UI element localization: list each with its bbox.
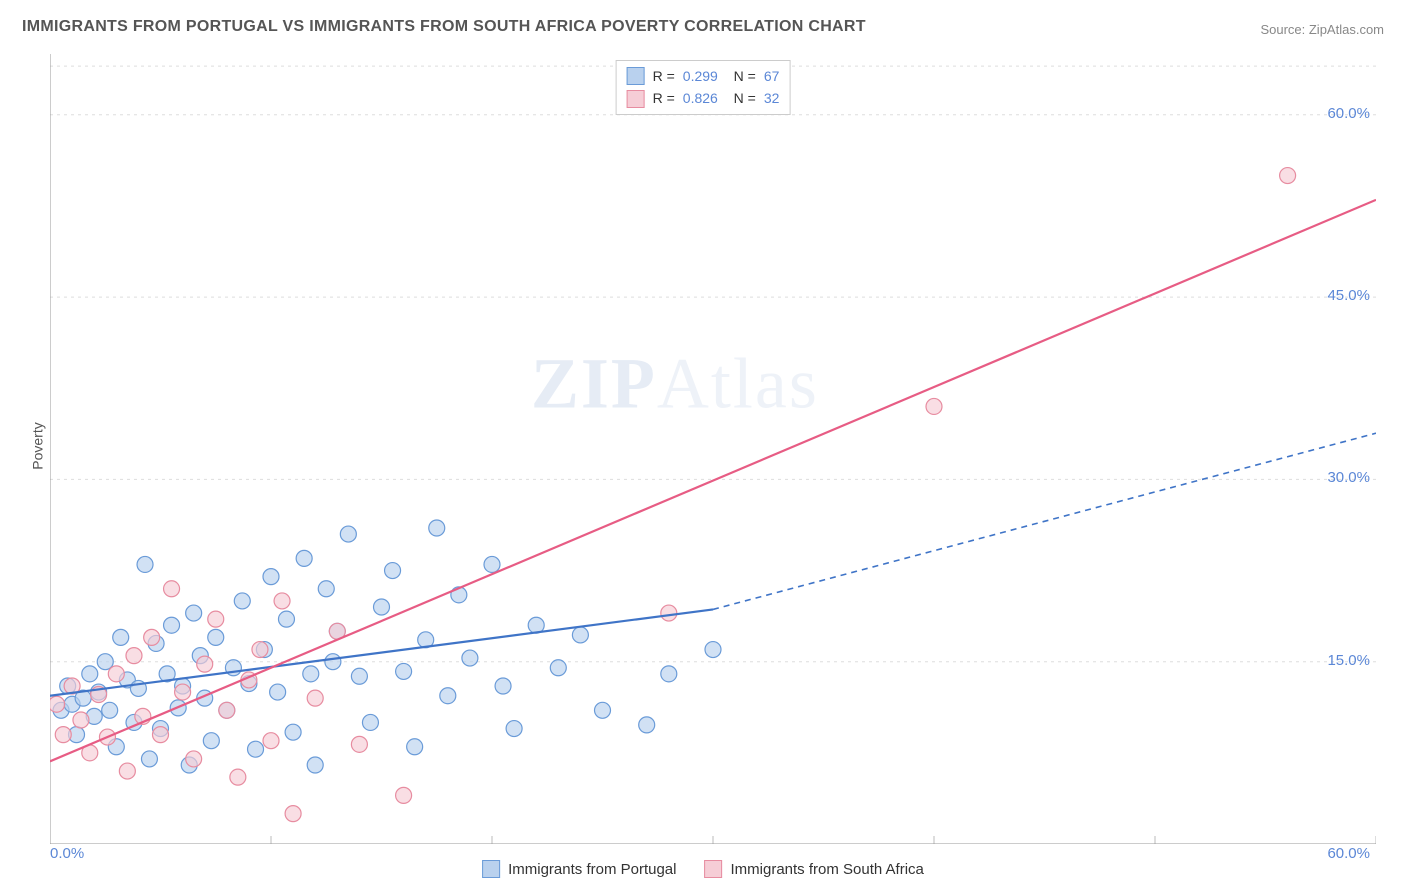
- x-axis-max-label: 60.0%: [1327, 845, 1370, 862]
- legend-item-series2: Immigrants from South Africa: [704, 860, 923, 878]
- plot-area: [50, 54, 1376, 844]
- source-attribution: Source: ZipAtlas.com: [1260, 22, 1384, 37]
- correlation-legend: R = 0.299 N = 67 R = 0.826 N = 32: [616, 60, 791, 115]
- series-legend: Immigrants from Portugal Immigrants from…: [482, 860, 924, 878]
- swatch-series2: [627, 90, 645, 108]
- y-tick-label: 60.0%: [1327, 105, 1370, 122]
- y-axis-label: Poverty: [30, 422, 46, 469]
- swatch-series1: [627, 67, 645, 85]
- swatch-series2-bottom: [704, 860, 722, 878]
- legend-item-series1: Immigrants from Portugal: [482, 860, 676, 878]
- x-axis-min-label: 0.0%: [50, 845, 84, 862]
- legend-row-series1: R = 0.299 N = 67: [627, 65, 780, 87]
- y-tick-label: 15.0%: [1327, 652, 1370, 669]
- chart-title: IMMIGRANTS FROM PORTUGAL VS IMMIGRANTS F…: [22, 18, 866, 36]
- swatch-series1-bottom: [482, 860, 500, 878]
- y-tick-label: 45.0%: [1327, 287, 1370, 304]
- y-tick-label: 30.0%: [1327, 469, 1370, 486]
- legend-row-series2: R = 0.826 N = 32: [627, 87, 780, 109]
